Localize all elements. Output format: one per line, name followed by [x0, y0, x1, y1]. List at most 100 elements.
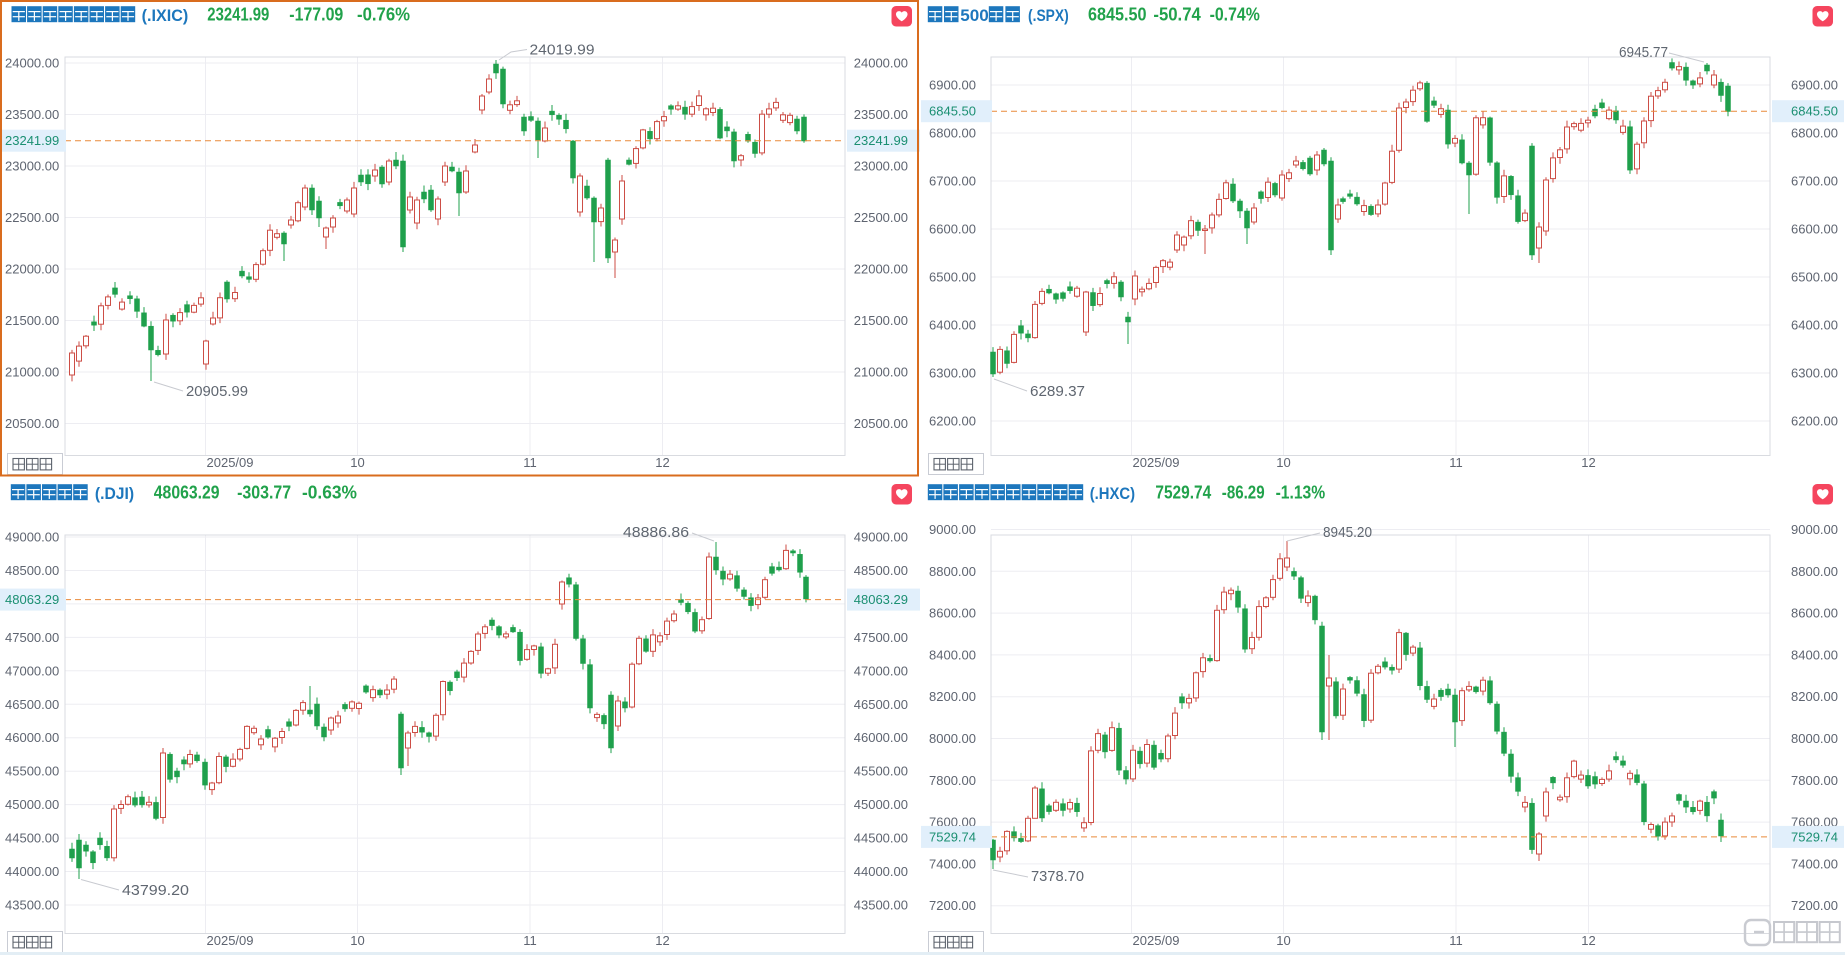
- svg-text:6600.00: 6600.00: [929, 222, 976, 237]
- svg-text:45000.00: 45000.00: [5, 797, 59, 812]
- svg-text:21500.00: 21500.00: [5, 313, 59, 328]
- svg-text:7600.00: 7600.00: [1791, 815, 1838, 830]
- svg-text:6200.00: 6200.00: [1791, 414, 1838, 429]
- svg-text:11: 11: [523, 455, 537, 470]
- svg-text:48500.00: 48500.00: [854, 563, 908, 578]
- svg-text:45000.00: 45000.00: [854, 797, 908, 812]
- svg-text:46000.00: 46000.00: [5, 730, 59, 745]
- svg-text:2025/09: 2025/09: [207, 933, 254, 948]
- svg-text:9000.00: 9000.00: [1791, 522, 1838, 537]
- svg-text:8000.00: 8000.00: [1791, 731, 1838, 746]
- svg-text:48500.00: 48500.00: [5, 563, 59, 578]
- svg-text:7200.00: 7200.00: [1791, 898, 1838, 913]
- svg-text:9000.00: 9000.00: [929, 522, 976, 537]
- svg-text:6200.00: 6200.00: [929, 414, 976, 429]
- svg-text:48886.86: 48886.86: [623, 525, 689, 541]
- svg-text:8945.20: 8945.20: [1323, 525, 1372, 541]
- svg-text:21000.00: 21000.00: [5, 365, 59, 380]
- svg-text:44000.00: 44000.00: [854, 864, 908, 879]
- svg-text:12: 12: [1581, 455, 1595, 470]
- svg-text:48063.29: 48063.29: [854, 592, 908, 607]
- svg-text:8800.00: 8800.00: [929, 564, 976, 579]
- svg-text:7529.74: 7529.74: [929, 829, 976, 844]
- svg-text:46500.00: 46500.00: [854, 697, 908, 712]
- svg-text:48063.29: 48063.29: [5, 592, 59, 607]
- svg-text:(.SPX): (.SPX): [1028, 7, 1069, 25]
- svg-text:20500.00: 20500.00: [5, 416, 59, 431]
- svg-text:43799.20: 43799.20: [122, 883, 189, 899]
- svg-text:6300.00: 6300.00: [1791, 366, 1838, 381]
- svg-text:8600.00: 8600.00: [929, 606, 976, 621]
- svg-text:2025/09: 2025/09: [1133, 455, 1180, 470]
- svg-text:7800.00: 7800.00: [1791, 773, 1838, 788]
- svg-text:45500.00: 45500.00: [854, 764, 908, 779]
- svg-text:10: 10: [1276, 933, 1290, 948]
- svg-text:23000.00: 23000.00: [5, 159, 59, 174]
- svg-text:6400.00: 6400.00: [929, 318, 976, 333]
- svg-text:46500.00: 46500.00: [5, 697, 59, 712]
- svg-text:22000.00: 22000.00: [854, 262, 908, 277]
- svg-text:22000.00: 22000.00: [5, 262, 59, 277]
- svg-text:6289.37: 6289.37: [1030, 384, 1085, 400]
- svg-text:12: 12: [1581, 933, 1595, 948]
- svg-text:49000.00: 49000.00: [5, 530, 59, 545]
- svg-text:23500.00: 23500.00: [5, 107, 59, 122]
- svg-text:-0.76%: -0.76%: [357, 5, 410, 25]
- svg-text:2025/09: 2025/09: [207, 455, 254, 470]
- svg-text:7800.00: 7800.00: [929, 773, 976, 788]
- svg-text:(.HXC): (.HXC): [1090, 485, 1135, 503]
- svg-text:43500.00: 43500.00: [5, 898, 59, 913]
- svg-text:11: 11: [1449, 455, 1463, 470]
- svg-text:6845.50: 6845.50: [929, 104, 976, 119]
- svg-text:-86.29: -86.29: [1222, 483, 1265, 503]
- svg-text:6945.77: 6945.77: [1619, 45, 1668, 61]
- svg-text:(.IXIC): (.IXIC): [142, 7, 189, 25]
- svg-text:11: 11: [523, 933, 537, 948]
- svg-text:48063.29: 48063.29: [154, 483, 220, 503]
- svg-text:7600.00: 7600.00: [929, 815, 976, 830]
- svg-text:500: 500: [960, 6, 989, 25]
- svg-text:23500.00: 23500.00: [854, 107, 908, 122]
- svg-text:8600.00: 8600.00: [1791, 606, 1838, 621]
- svg-text:6900.00: 6900.00: [929, 78, 976, 93]
- svg-text:6300.00: 6300.00: [929, 366, 976, 381]
- svg-text:22500.00: 22500.00: [5, 210, 59, 225]
- svg-text:21500.00: 21500.00: [854, 313, 908, 328]
- svg-text:44000.00: 44000.00: [5, 864, 59, 879]
- svg-text:6700.00: 6700.00: [1791, 174, 1838, 189]
- svg-text:11: 11: [1449, 933, 1463, 948]
- svg-text:8400.00: 8400.00: [1791, 647, 1838, 662]
- svg-text:23241.99: 23241.99: [854, 133, 908, 148]
- svg-text:7529.74: 7529.74: [1155, 483, 1211, 503]
- svg-text:6800.00: 6800.00: [929, 126, 976, 141]
- svg-text:10: 10: [1276, 455, 1290, 470]
- svg-text:24019.99: 24019.99: [530, 43, 595, 59]
- svg-text:24000.00: 24000.00: [854, 56, 908, 71]
- svg-text:(.DJI): (.DJI): [95, 485, 134, 503]
- svg-text:23000.00: 23000.00: [854, 159, 908, 174]
- svg-text:47500.00: 47500.00: [5, 630, 59, 645]
- svg-text:6845.50: 6845.50: [1088, 5, 1147, 25]
- svg-text:20905.99: 20905.99: [186, 384, 248, 400]
- svg-text:6500.00: 6500.00: [929, 270, 976, 285]
- svg-text:7378.70: 7378.70: [1031, 869, 1084, 885]
- svg-text:23241.99: 23241.99: [5, 133, 59, 148]
- svg-text:44500.00: 44500.00: [854, 831, 908, 846]
- svg-text:8800.00: 8800.00: [1791, 564, 1838, 579]
- svg-text:7400.00: 7400.00: [929, 856, 976, 871]
- svg-text:43500.00: 43500.00: [854, 898, 908, 913]
- svg-text:7400.00: 7400.00: [1791, 856, 1838, 871]
- svg-text:-177.09: -177.09: [289, 5, 343, 25]
- svg-text:7200.00: 7200.00: [929, 898, 976, 913]
- svg-text:8200.00: 8200.00: [929, 689, 976, 704]
- svg-text:6900.00: 6900.00: [1791, 78, 1838, 93]
- svg-text:8000.00: 8000.00: [929, 731, 976, 746]
- svg-text:-0.63%: -0.63%: [302, 483, 357, 503]
- svg-text:-0.74%: -0.74%: [1210, 5, 1260, 25]
- svg-text:6845.50: 6845.50: [1791, 104, 1838, 119]
- svg-text:-50.74: -50.74: [1153, 5, 1200, 25]
- svg-text:49000.00: 49000.00: [854, 530, 908, 545]
- svg-text:8400.00: 8400.00: [929, 647, 976, 662]
- svg-text:44500.00: 44500.00: [5, 831, 59, 846]
- svg-text:23241.99: 23241.99: [207, 5, 269, 25]
